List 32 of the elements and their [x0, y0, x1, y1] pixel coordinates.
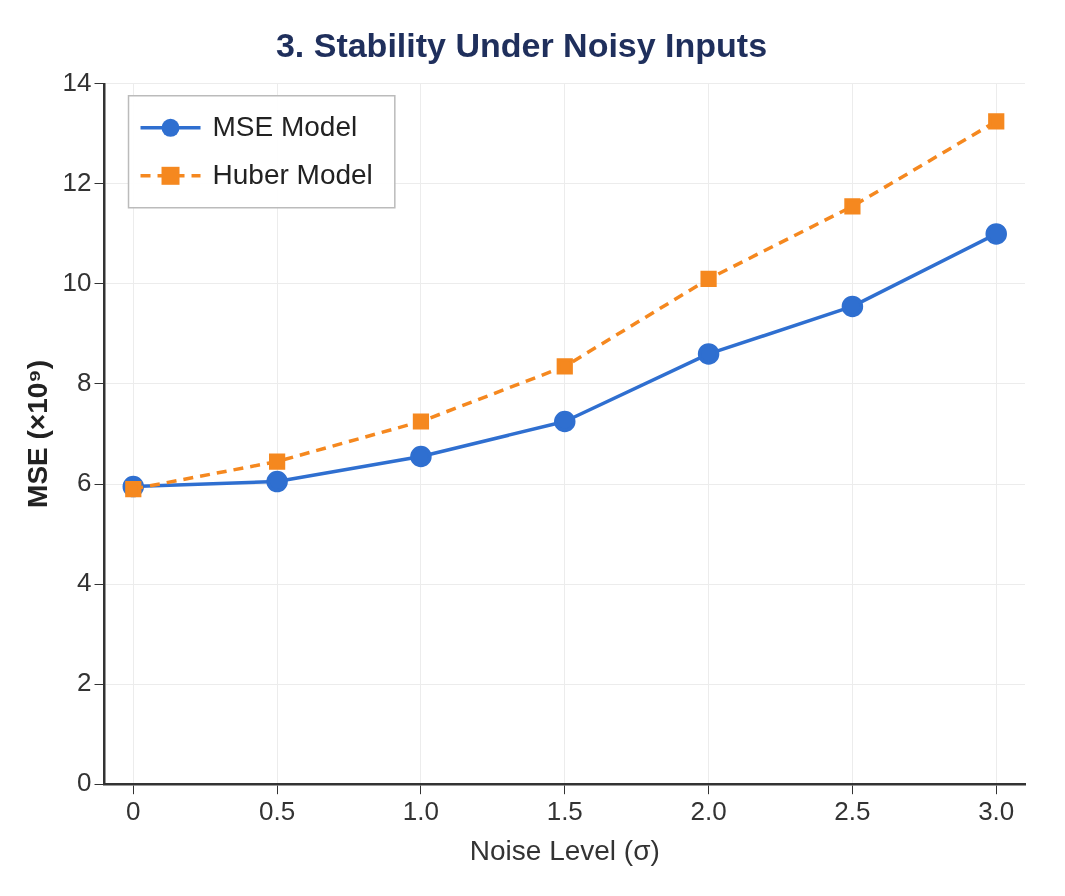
- point: [554, 410, 576, 433]
- x-tick-label: 0: [126, 795, 141, 826]
- x-tick-label: 3.0: [978, 795, 1015, 826]
- y-tick-label: 6: [77, 467, 92, 498]
- y-tick-label: 0: [77, 767, 92, 798]
- legend-label: MSE Model: [212, 110, 358, 142]
- x-axis-title: Noise Level (σ): [469, 834, 660, 866]
- x-tick-label: 2.0: [690, 795, 727, 826]
- point: [988, 113, 1005, 130]
- y-tick-label: 8: [77, 367, 92, 398]
- y-tick-label: 2: [77, 667, 92, 698]
- point: [844, 198, 861, 215]
- legend-label: Huber Model: [212, 158, 373, 190]
- point: [697, 343, 720, 365]
- point: [841, 295, 864, 318]
- chart-title: 3. Stability Under Noisy Inputs: [275, 25, 768, 64]
- point: [266, 470, 288, 493]
- y-axis-title: MSE (×10⁹): [21, 360, 53, 508]
- y-tick-label: 10: [62, 267, 92, 298]
- y-tick-label: 14: [62, 66, 92, 97]
- point: [985, 223, 1007, 245]
- x-tick-label: 0.5: [259, 795, 296, 826]
- point: [412, 413, 430, 430]
- y-tick-label: 4: [77, 567, 92, 598]
- point: [269, 453, 286, 470]
- x-tick-label: 1.0: [402, 795, 440, 826]
- x-tick-label: 1.5: [546, 795, 583, 826]
- point: [700, 270, 717, 288]
- x-tick-label: 2.5: [834, 795, 871, 826]
- y-tick-label: 12: [62, 167, 92, 198]
- point: [410, 445, 432, 468]
- point: [556, 358, 573, 375]
